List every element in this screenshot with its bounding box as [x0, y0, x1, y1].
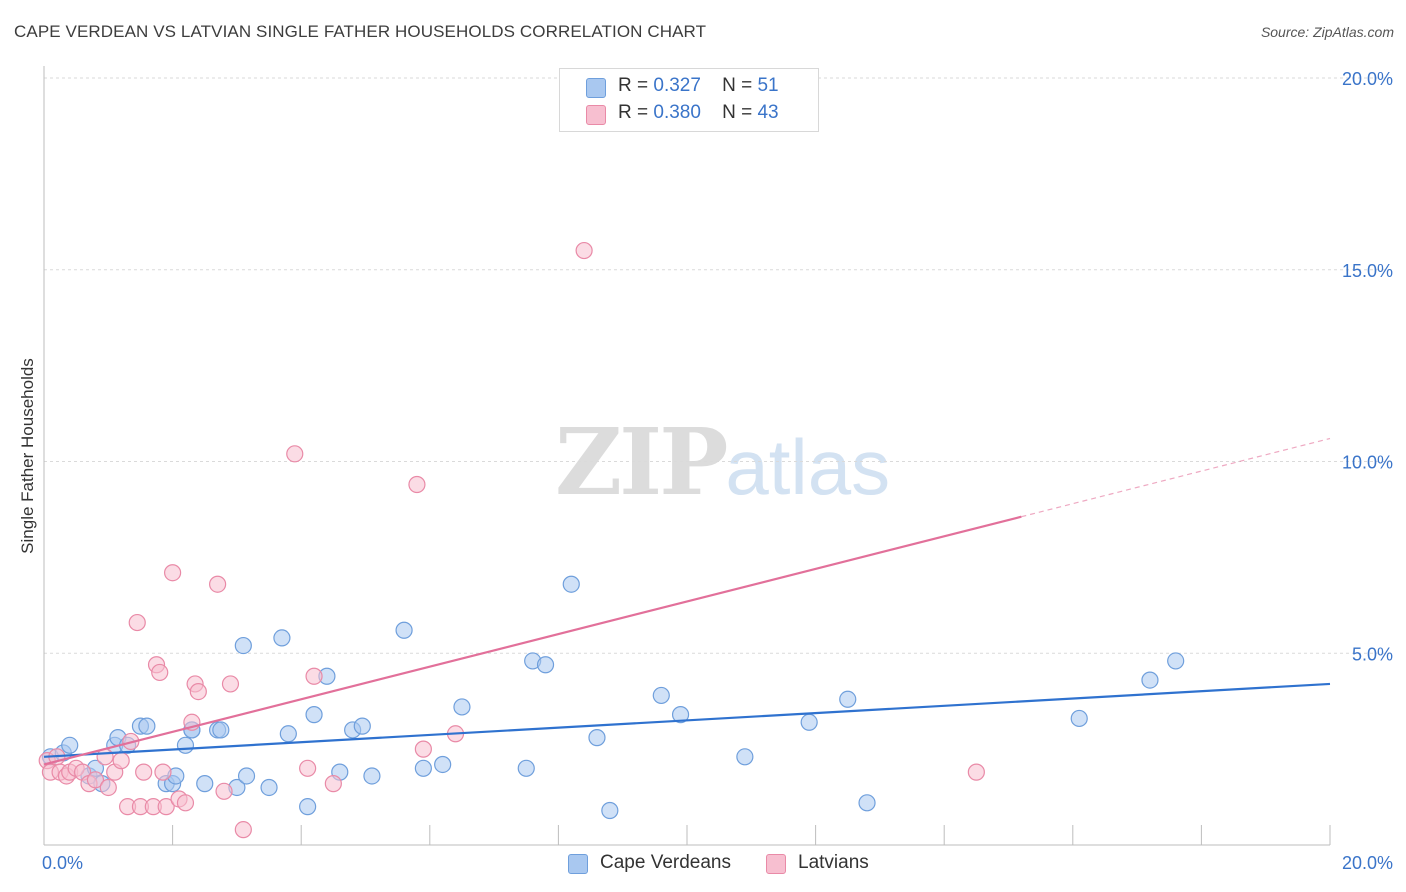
data-point	[588, 729, 606, 747]
r-label: R =	[618, 102, 649, 123]
bottom-legend-swatch-blue	[568, 854, 588, 874]
legend-swatch-blue	[586, 78, 606, 98]
data-point	[967, 763, 985, 781]
watermark-atlas: atlas	[725, 423, 891, 511]
data-point	[260, 778, 278, 797]
data-point	[434, 755, 452, 774]
data-point	[652, 686, 670, 705]
data-point	[154, 763, 172, 781]
data-point	[408, 475, 426, 494]
data-point	[215, 782, 233, 800]
source-label: Source: ZipAtlas.com	[1260, 24, 1394, 40]
data-point	[414, 759, 432, 777]
n-value: 51	[757, 75, 779, 96]
data-point	[234, 636, 252, 655]
watermark: ZIPatlas	[555, 408, 890, 516]
bottom-legend-label: Latvians	[798, 852, 869, 873]
correlation-legend: R = 0.327 N = 51 R = 0.380 N = 43	[559, 68, 819, 132]
data-point	[858, 794, 876, 812]
data-point	[800, 713, 818, 731]
tick-labels: 5.0% 10.0% 15.0% 20.0% 0.0% 20.0%	[42, 69, 1393, 873]
gridlines	[44, 77, 1392, 654]
data-point	[157, 798, 175, 816]
axes	[43, 66, 1331, 846]
trend-line	[43, 515, 1022, 766]
trend-lines	[43, 437, 1331, 766]
data-point	[575, 241, 593, 260]
data-point	[1167, 652, 1185, 670]
data-point	[305, 706, 323, 724]
data-point	[212, 721, 230, 739]
data-point	[363, 767, 381, 785]
r-label: R =	[618, 75, 649, 96]
data-point	[1070, 709, 1088, 728]
data-point	[86, 771, 105, 789]
data-point	[135, 763, 153, 781]
data-point	[299, 798, 317, 816]
data-point	[299, 759, 317, 777]
data-point	[128, 613, 146, 632]
series-latvians	[38, 241, 985, 839]
r-value: 0.380	[653, 102, 701, 123]
r-value: 0.327	[653, 75, 701, 96]
y-tick-label: 10.0%	[1342, 453, 1393, 473]
data-point	[234, 821, 252, 839]
data-point	[736, 748, 754, 766]
data-point	[237, 767, 256, 785]
legend-swatch-pink	[586, 105, 606, 125]
data-point	[196, 775, 214, 793]
data-point	[99, 778, 117, 797]
data-point	[562, 575, 580, 593]
y-axis-label: Single Father Households	[18, 358, 37, 554]
data-point	[176, 794, 195, 812]
data-point	[279, 725, 297, 743]
n-label: N =	[722, 102, 753, 123]
data-point	[112, 752, 130, 770]
x-tick-label: 20.0%	[1342, 853, 1393, 873]
data-point	[176, 736, 195, 754]
y-tick-label: 15.0%	[1342, 261, 1393, 281]
data-point	[324, 775, 342, 793]
y-tick-label: 20.0%	[1342, 69, 1393, 89]
data-point	[601, 801, 619, 820]
data-point	[305, 667, 323, 685]
data-point	[414, 740, 432, 758]
chart-title: CAPE VERDEAN VS LATVIAN SINGLE FATHER HO…	[14, 22, 707, 41]
data-point	[151, 663, 169, 682]
x-tick-label: 0.0%	[42, 853, 83, 873]
trend-line	[43, 682, 1331, 758]
legend-stats: R = 0.380 N = 43	[618, 102, 779, 124]
data-point	[189, 682, 207, 701]
data-point	[453, 698, 471, 716]
series-cape-verdeans	[41, 575, 1185, 820]
data-point	[1141, 671, 1159, 689]
data-point	[536, 656, 555, 674]
n-value: 43	[757, 102, 779, 123]
data-point	[164, 564, 182, 582]
data-point	[209, 575, 227, 593]
legend-stats: R = 0.327 N = 51	[618, 75, 779, 97]
trend-line-extension	[1021, 437, 1331, 518]
data-point	[286, 445, 304, 463]
data-point	[61, 736, 79, 754]
data-point	[353, 717, 371, 735]
data-point	[221, 675, 240, 693]
data-point	[273, 629, 291, 647]
bottom-legend-swatch-pink	[766, 854, 786, 874]
data-point	[839, 690, 857, 708]
bottom-legend-label: Cape Verdeans	[600, 852, 731, 873]
y-tick-label: 5.0%	[1352, 644, 1393, 664]
data-point	[138, 717, 156, 735]
data-point	[517, 759, 535, 777]
data-point	[395, 621, 413, 639]
n-label: N =	[722, 75, 753, 96]
data-point	[671, 706, 690, 724]
